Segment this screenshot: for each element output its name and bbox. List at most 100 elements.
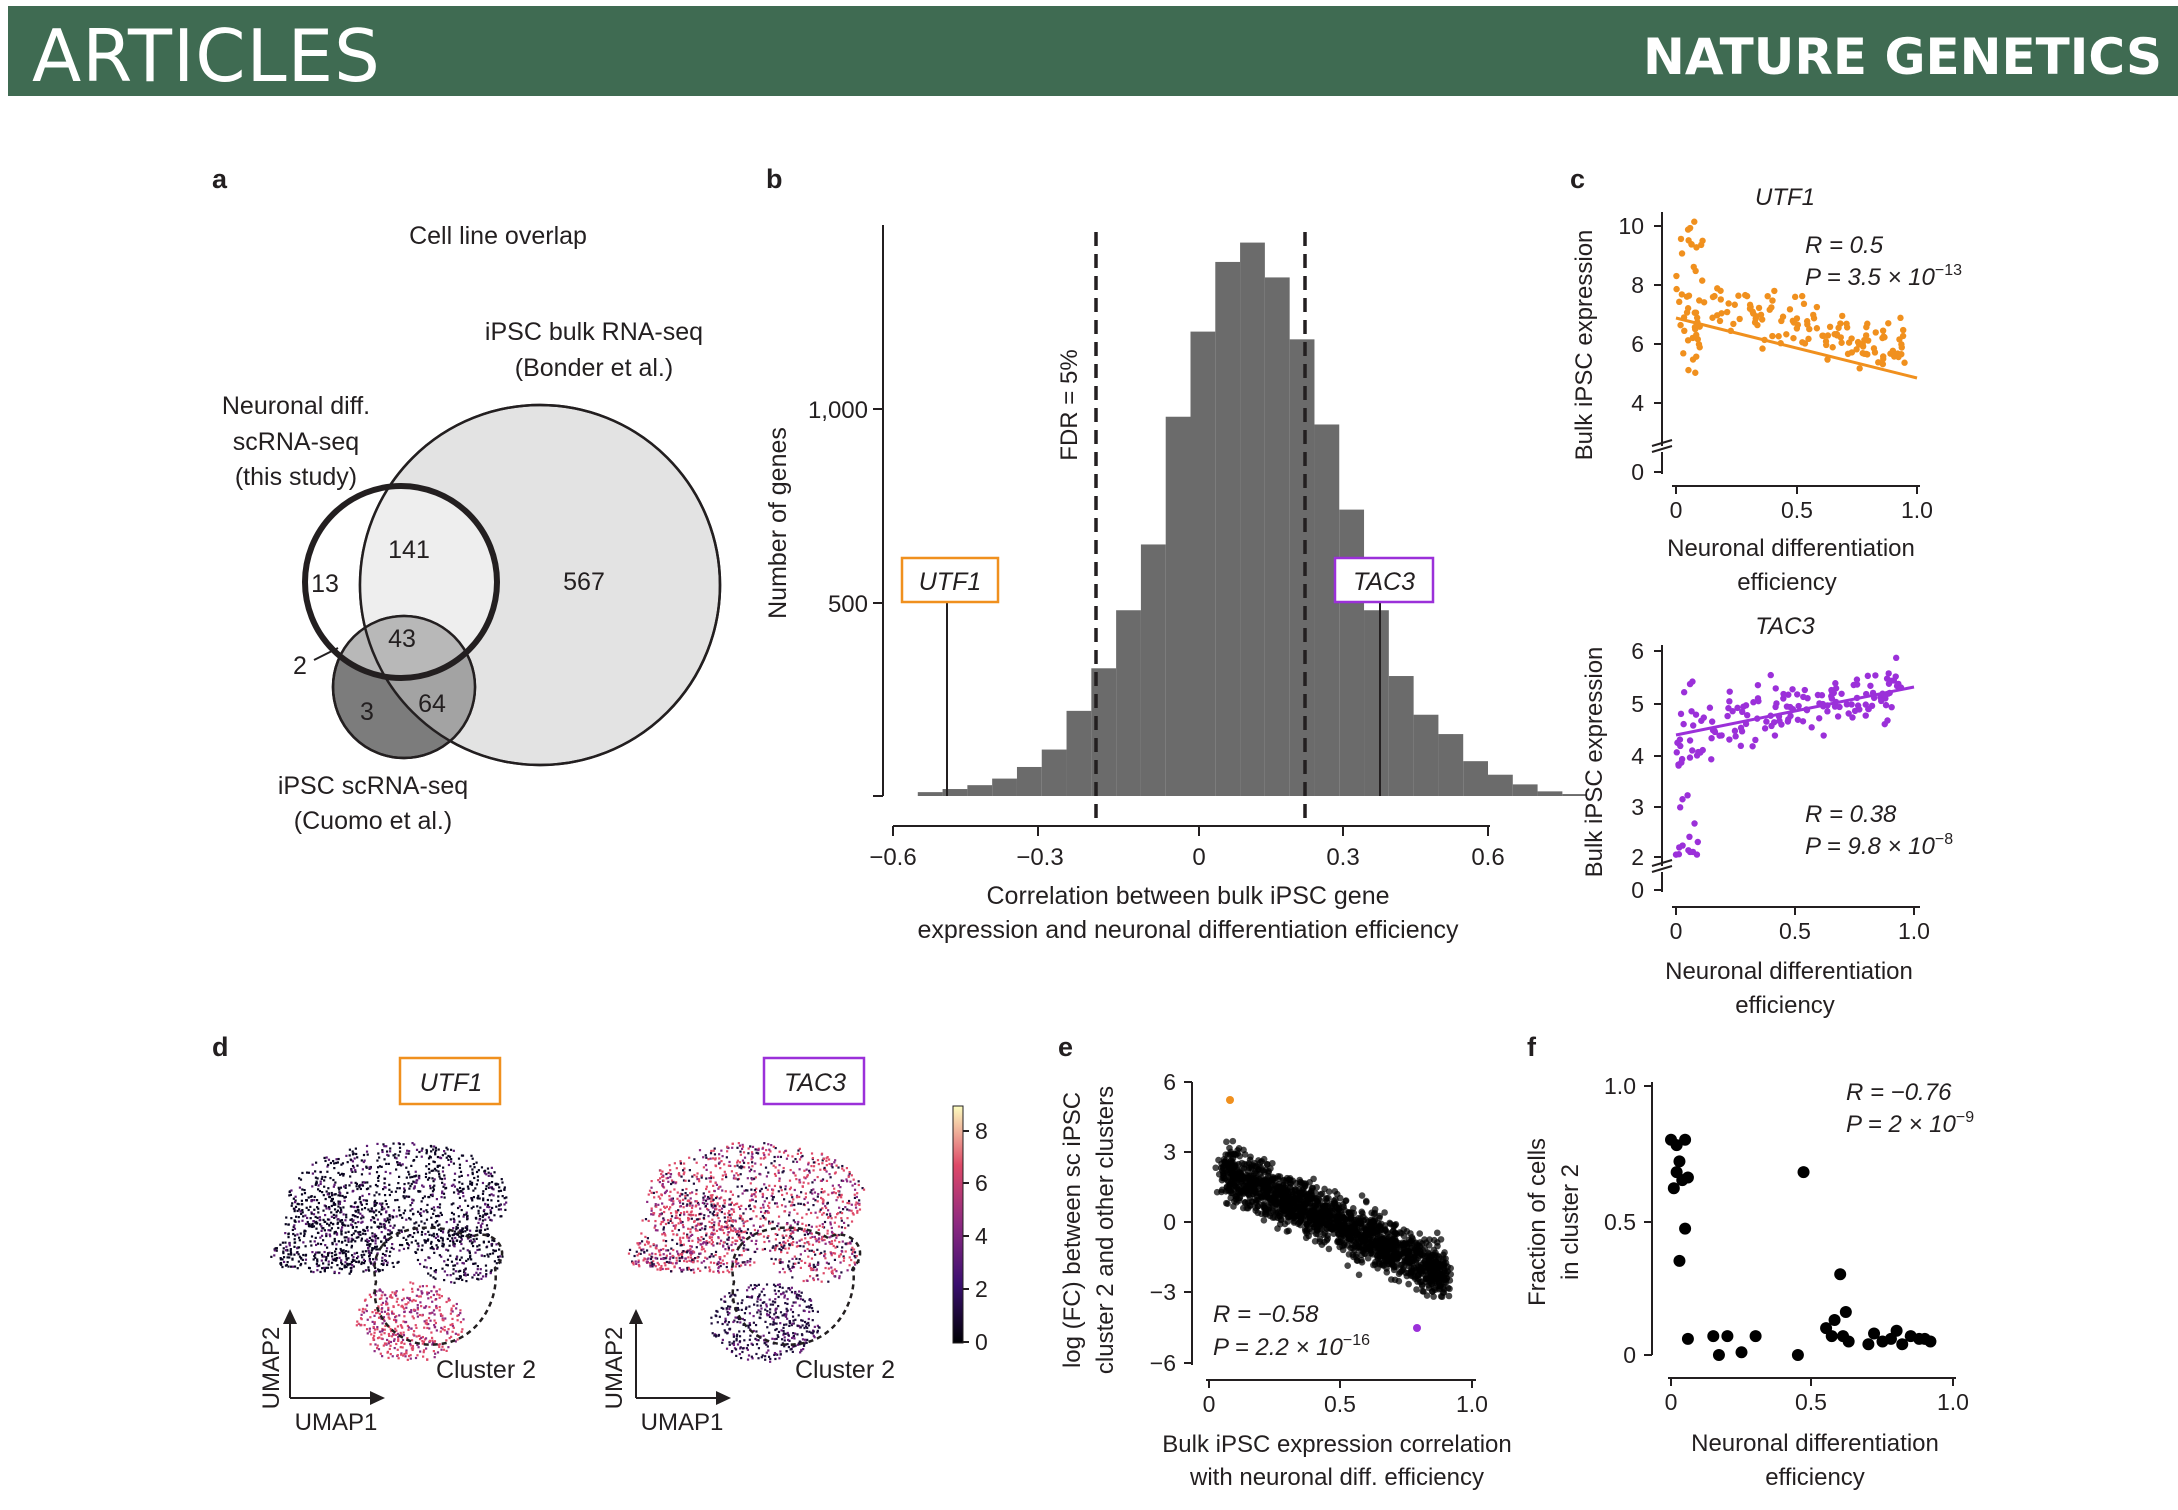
umap-cell — [400, 1325, 403, 1328]
umap-cell — [293, 1201, 297, 1204]
umap-cell — [334, 1250, 337, 1253]
umap-cell — [654, 1257, 658, 1260]
umap-cell — [300, 1193, 304, 1196]
umap-cell — [440, 1177, 444, 1181]
umap-cell — [707, 1158, 710, 1161]
umap-cell — [332, 1258, 335, 1262]
umap-cell — [329, 1176, 332, 1180]
umap-cell — [442, 1245, 445, 1248]
umap-cell — [672, 1248, 675, 1252]
umap-cell — [723, 1255, 726, 1258]
umap-cell — [429, 1144, 433, 1148]
umap-cell — [798, 1178, 801, 1181]
umap-cell — [721, 1229, 724, 1232]
umap-cell — [672, 1256, 675, 1259]
umap-cell — [784, 1332, 787, 1335]
umap-cell — [431, 1247, 434, 1250]
hist-bar — [1463, 761, 1488, 796]
umap-cell — [420, 1233, 423, 1236]
umap-cell — [373, 1314, 376, 1317]
umap-cell — [359, 1200, 362, 1204]
c-utf1-point — [1824, 332, 1832, 339]
umap-cell — [671, 1197, 675, 1200]
umap-cell — [782, 1332, 786, 1335]
umap-cell — [724, 1300, 727, 1303]
umap-cell — [362, 1199, 365, 1202]
umap-cell — [439, 1177, 442, 1180]
umap-cell — [784, 1188, 787, 1191]
c-tac3-point — [1729, 708, 1736, 715]
umap-cell — [776, 1224, 779, 1228]
umap-cell — [711, 1206, 715, 1209]
umap-cell — [364, 1269, 368, 1272]
umap-cell — [821, 1178, 825, 1181]
umap-cell — [755, 1284, 758, 1287]
umap-cell — [468, 1250, 471, 1253]
c-tac3-point — [1680, 720, 1687, 728]
umap-cell — [368, 1172, 371, 1175]
umap-cell — [785, 1192, 789, 1195]
umap-cell — [356, 1205, 360, 1208]
umap-cell — [383, 1145, 386, 1148]
umap-cell — [689, 1228, 692, 1231]
umap-cell — [485, 1246, 488, 1249]
umap-cell — [344, 1253, 347, 1256]
umap-cell — [855, 1195, 858, 1199]
umap-cell — [407, 1301, 410, 1304]
umap-cell — [390, 1330, 393, 1333]
umap-cell — [398, 1146, 402, 1149]
c-tac3-point — [1785, 691, 1792, 698]
umap-cell — [343, 1264, 346, 1267]
c-utf1-point — [1879, 327, 1887, 334]
umap-cell — [396, 1297, 399, 1300]
panel-c: c UTF1 10 8 6 4 0 0 0.5 1.0 Bulk iPSC ex… — [1570, 164, 1962, 1019]
umap-cell — [715, 1208, 718, 1211]
umap-cell — [296, 1202, 299, 1205]
umap-cell — [354, 1221, 357, 1225]
umap-cell — [433, 1145, 436, 1148]
umap-cell — [433, 1325, 437, 1329]
umap-cell — [809, 1299, 812, 1302]
umap-cell — [425, 1323, 429, 1326]
umap-cell — [341, 1252, 344, 1255]
umap-cell — [723, 1212, 726, 1215]
umap-cell — [729, 1295, 732, 1298]
umap-cell — [730, 1265, 734, 1269]
umap-cell — [664, 1244, 667, 1247]
umap-cell — [678, 1257, 681, 1260]
umap-cell — [734, 1202, 738, 1206]
umap-cell — [485, 1224, 489, 1227]
umap-cell — [685, 1204, 688, 1208]
umap-cell — [841, 1167, 844, 1170]
umap-cell — [773, 1184, 777, 1188]
umap-cell — [702, 1198, 705, 1201]
umap-cell — [447, 1297, 450, 1300]
umap-cell — [725, 1262, 729, 1265]
umap-cell — [417, 1346, 420, 1349]
umap-cell — [349, 1175, 352, 1178]
umap-cell — [443, 1270, 446, 1273]
umap-cell — [778, 1285, 781, 1289]
umap-cell — [314, 1215, 317, 1219]
umap-cell — [350, 1168, 353, 1171]
umap-cell — [484, 1264, 488, 1267]
umap-cell — [796, 1212, 799, 1215]
umap-cell — [337, 1194, 340, 1197]
umap-cell — [825, 1206, 828, 1210]
c-tac3-point — [1772, 685, 1779, 692]
umap-cell — [739, 1165, 743, 1168]
umap-cell — [401, 1326, 404, 1329]
umap-cell — [469, 1182, 472, 1186]
c-tac3-point — [1793, 691, 1801, 698]
umap-cell — [414, 1170, 417, 1173]
umap-cell — [378, 1288, 381, 1291]
umap-cell — [439, 1229, 443, 1232]
umap-cell — [397, 1229, 400, 1232]
umap-cell — [812, 1277, 815, 1280]
hist-ytick-500: 500 — [828, 591, 868, 618]
umap-cell — [371, 1248, 374, 1251]
umap-cell — [762, 1152, 765, 1155]
umap-cell — [365, 1199, 369, 1202]
c-utf1-point — [1681, 327, 1688, 335]
umap-cell — [431, 1300, 434, 1303]
